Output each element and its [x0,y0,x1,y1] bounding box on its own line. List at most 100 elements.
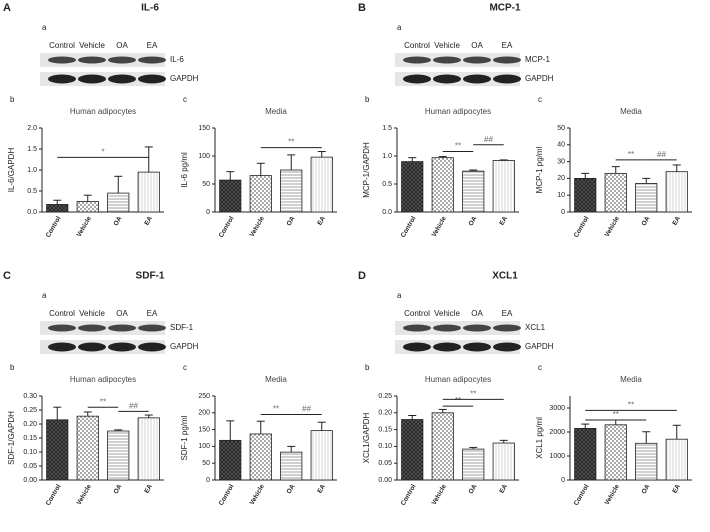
bar [574,177,597,213]
y-tick-label: 0.20 [378,410,392,417]
panel-letter: A [3,2,11,14]
x-tick-label: EA [671,215,682,227]
panel-title: SDF-1 [136,271,165,282]
y-axis-label: MCP-1 pg/ml [535,146,544,193]
y-tick-label: 100 [198,443,210,450]
bar [219,179,242,213]
x-tick-label: Control [218,483,236,507]
y-tick-label: 0 [561,477,565,484]
y-tick-label: 0 [206,209,210,216]
y-tick-label: 0.00 [23,477,37,484]
x-tick-label: Control [400,215,418,239]
blot-band [463,324,491,332]
blot-band [48,324,76,332]
bar [635,183,658,213]
bar [462,448,485,481]
blot-band [108,74,136,84]
blot-band [433,56,461,64]
chart-title: Media [620,107,642,116]
significance-mark: ** [455,142,461,151]
bar [401,161,424,213]
significance-mark: ## [302,405,311,414]
panel-letter: D [358,270,366,282]
section-label: a [42,23,47,32]
bar [310,430,333,481]
blot-band [138,74,166,84]
blot-band [108,342,136,352]
y-axis-label: IL-6/GAPDH [7,148,16,193]
blot-band [138,324,166,332]
x-tick-label: EA [143,215,154,227]
y-axis-label: XCL1 pg/ml [535,417,544,459]
blot-band [108,324,136,332]
chart-label: b [10,363,15,372]
blot-band [78,56,106,64]
chart-label: c [183,363,187,372]
blot-band [108,56,136,64]
y-tick-label: 50 [557,125,565,132]
x-tick-label: OA [286,215,297,227]
y-tick-label: 0.30 [23,393,37,400]
lane-label: EA [502,309,513,318]
chart-title: Media [265,107,287,116]
x-tick-label: OA [641,483,652,495]
y-tick-label: 30 [557,158,565,165]
y-tick-label: 1.0 [27,167,37,174]
lane-label: EA [147,309,158,318]
x-tick-label: EA [316,483,327,495]
y-tick-label: 3000 [549,405,565,412]
blot-label: XCL1 [525,323,546,332]
bar [137,417,160,481]
blot-label: IL-6 [170,55,184,64]
bar [665,438,688,481]
panel-letter: C [3,270,11,282]
x-tick-label: Control [400,483,418,507]
bar [249,433,272,481]
x-tick-label: OA [468,215,479,227]
x-tick-label: Vehicle [76,483,93,506]
bar [401,419,424,481]
chart-label: b [365,95,370,104]
lane-label: OA [116,41,128,50]
y-tick-label: 0.5 [27,188,37,195]
bar [76,201,99,213]
bar [574,427,597,481]
y-tick-label: 0.05 [23,463,37,470]
y-tick-label: 150 [198,426,210,433]
chart-label: b [10,95,15,104]
section-label: a [397,291,402,300]
chart-label: c [183,95,187,104]
blot-band [463,56,491,64]
blot-band [493,74,521,84]
y-tick-label: 50 [202,460,210,467]
significance-mark: ** [628,401,634,410]
y-tick-label: 1.0 [382,153,392,160]
blot-band [48,56,76,64]
y-axis-label: XCL1/GAPDH [362,412,371,463]
significance-mark: ** [288,138,294,147]
blot-band [48,74,76,84]
panel-letter: B [358,2,366,14]
lane-label: Vehicle [79,309,105,318]
blot-band [493,324,521,332]
significance-mark: ## [129,402,138,411]
bar [280,169,303,213]
x-tick-label: EA [498,215,509,227]
lane-label: OA [471,41,483,50]
x-tick-label: Control [45,215,63,239]
x-tick-label: Vehicle [249,483,266,506]
bar [604,172,627,213]
blot-band [463,342,491,352]
blot-band [138,56,166,64]
blot-band [138,342,166,352]
panel-title: XCL1 [492,271,518,282]
bar [431,412,454,481]
section-label: a [397,23,402,32]
significance-mark: ## [484,135,493,144]
chart-label: c [538,363,542,372]
blot-band [78,342,106,352]
blot-band [403,74,431,84]
y-axis-label: MCP-1/GAPDH [362,142,371,198]
chart-title: Human adipocytes [70,107,136,116]
significance-mark: ** [100,397,106,406]
